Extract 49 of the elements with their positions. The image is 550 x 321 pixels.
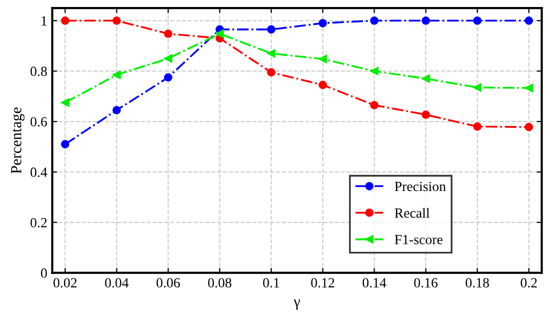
- y-tick-label: 0.6: [30, 117, 47, 127]
- y-tick-label: 0.8: [30, 66, 47, 76]
- x-tick-label: 0.06: [156, 278, 180, 288]
- point: [370, 100, 378, 110]
- x-tick-label: 0.08: [208, 278, 232, 288]
- x-axis-title: γ: [294, 299, 300, 310]
- x-tick-label: 0.1: [263, 278, 280, 288]
- x-tick-label: 0.02: [54, 278, 77, 288]
- point: [60, 98, 70, 107]
- point: [267, 68, 276, 77]
- x-tick-label: 0.12: [311, 278, 334, 288]
- point: [422, 110, 430, 119]
- point: [112, 106, 121, 114]
- point: [164, 54, 172, 63]
- point: [422, 74, 430, 83]
- y-tick-label: 0.4: [30, 168, 48, 177]
- y-axis-title: Percentage: [11, 107, 24, 174]
- point: [216, 30, 224, 38]
- point: [473, 83, 482, 92]
- x-tick-label: 0.2: [520, 278, 537, 288]
- point: [60, 140, 70, 148]
- point: [318, 18, 327, 28]
- point: [524, 84, 534, 92]
- point: [318, 54, 327, 64]
- point: [524, 16, 534, 25]
- x-tick-label: 0.14: [362, 278, 386, 288]
- point: [318, 80, 327, 90]
- point: [422, 16, 430, 25]
- x-tick-label: 0.18: [466, 278, 489, 288]
- point: [267, 49, 276, 58]
- legend-label: F1-score: [394, 234, 442, 244]
- point: [267, 25, 276, 34]
- point: [164, 73, 172, 82]
- point: [524, 122, 534, 132]
- point: [112, 16, 121, 25]
- point: [370, 16, 378, 25]
- x-tick-label: 0.16: [414, 278, 438, 288]
- point: [473, 16, 482, 25]
- point: [112, 70, 121, 80]
- point: [164, 30, 172, 38]
- point: [370, 66, 378, 76]
- y-tick-label: 1: [42, 16, 47, 26]
- legend-label: Precision: [394, 182, 446, 192]
- y-tick-label: 0: [40, 268, 47, 278]
- y-tick-label: 0.2: [30, 218, 47, 228]
- legend-label: Recall: [394, 208, 430, 218]
- x-tick-label: 0.04: [105, 278, 129, 288]
- point: [473, 122, 482, 131]
- point: [60, 16, 70, 25]
